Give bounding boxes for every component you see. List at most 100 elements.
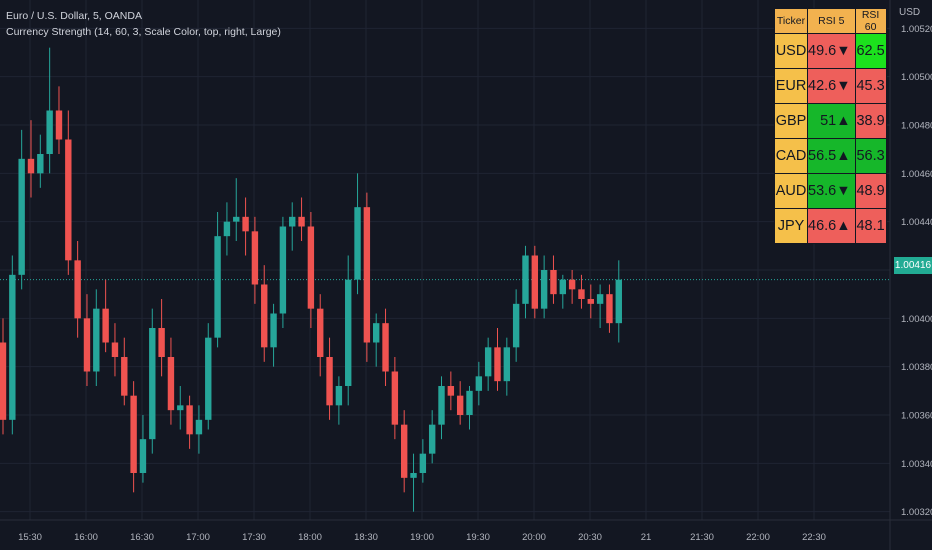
ticker-cell: AUD — [774, 173, 808, 209]
candle-body — [354, 207, 361, 280]
rsi60-cell: 38.9 — [854, 103, 887, 139]
candle-body — [233, 216, 240, 222]
time-tick-label: 22:30 — [802, 532, 826, 543]
candle-body — [130, 395, 137, 473]
candle-body — [578, 289, 585, 299]
candle-body — [298, 216, 305, 227]
time-tick-label: 21:30 — [690, 532, 714, 543]
time-tick-label: 17:30 — [242, 532, 266, 543]
price-tick-label: 1.00440 — [901, 217, 932, 228]
candle-body — [37, 154, 44, 174]
rsi60-cell: 48.9 — [854, 173, 887, 209]
candle-body — [186, 405, 193, 435]
last-price-label: 1.00416 — [894, 257, 932, 274]
candle-body — [326, 357, 333, 406]
candle-body — [55, 110, 63, 140]
candle-body — [391, 371, 399, 425]
rsi5-cell: 51▲ — [807, 103, 856, 139]
candle-body — [559, 279, 566, 295]
table-row: CAD 56.5▲ 56.3 — [774, 138, 887, 174]
price-tick-label: 1.00380 — [901, 362, 932, 373]
price-scale-unit: USD — [899, 7, 921, 18]
ticker-cell: JPY — [774, 208, 808, 244]
candle-body — [251, 231, 259, 285]
candle-body — [512, 303, 520, 348]
time-tick-label: 15:30 — [18, 532, 42, 543]
grid-lines — [0, 0, 890, 520]
candle-body — [484, 347, 492, 377]
price-tick-label: 1.00360 — [901, 411, 932, 422]
candle-body — [382, 323, 389, 372]
rsi60-cell: 48.1 — [854, 208, 887, 244]
candle-body — [419, 453, 427, 473]
ticker-cell: USD — [774, 33, 808, 69]
candle-body — [195, 419, 203, 435]
table-body: USD 49.6▼ 62.5 EUR 42.6▼ 45.3 GBP 51▲ 38.9 CAD 56.… — [774, 33, 887, 244]
candle-body — [568, 279, 576, 290]
candle-body — [615, 279, 622, 324]
candle-body — [363, 207, 371, 343]
rsi5-cell: 42.6▼ — [807, 68, 856, 104]
candle-body — [317, 308, 324, 357]
header-rsi5: RSI 5 — [807, 8, 856, 34]
candle-body — [102, 308, 109, 343]
table-row: EUR 42.6▼ 45.3 — [774, 68, 887, 104]
rsi5-cell: 53.6▼ — [807, 173, 856, 209]
price-tick-label: 1.00520 — [901, 24, 932, 35]
candle-body — [494, 347, 501, 382]
time-axis[interactable]: 15:30 16:00 16:30 17:00 17:30 18:00 18:30 19:00… — [0, 519, 932, 543]
candles — [0, 47, 622, 512]
candle-body — [606, 294, 613, 324]
candle-body — [279, 226, 287, 314]
price-axis[interactable]: 1.00520 1.00500 1.00480 1.00460 1.00440 1.004… — [889, 0, 932, 550]
table-row: AUD 53.6▼ 48.9 — [774, 173, 887, 209]
candle-body — [74, 260, 81, 319]
candle-body — [242, 216, 249, 232]
indicator-title[interactable]: Currency Strength (14, 60, 3, Scale Colo… — [6, 26, 281, 38]
candle-body — [522, 255, 529, 304]
price-tick-label: 1.00480 — [901, 121, 932, 132]
symbol-title[interactable]: Euro / U.S. Dollar, 5, OANDA — [6, 10, 142, 22]
candle-body — [438, 386, 445, 425]
candle-body — [65, 139, 72, 261]
header-rsi60: RSI 60 — [854, 8, 887, 34]
time-tick-label: 20:30 — [578, 532, 602, 543]
time-tick-label: 22:00 — [746, 532, 770, 543]
ticker-cell: GBP — [774, 103, 808, 139]
candle-body — [289, 216, 296, 227]
candle-body — [167, 357, 175, 411]
candle-body — [550, 270, 557, 295]
rsi5-cell: 46.6▲ — [807, 208, 856, 244]
candle-body — [205, 337, 212, 420]
candle-body — [531, 255, 539, 309]
rsi60-cell: 56.3 — [854, 138, 887, 174]
price-tick-label: 1.00340 — [901, 459, 932, 470]
time-tick-label: 16:00 — [74, 532, 98, 543]
candle-body — [9, 274, 16, 420]
candle-body — [307, 226, 315, 309]
candle-body — [18, 158, 25, 275]
candle-body — [447, 386, 455, 396]
table-row: USD 49.6▼ 62.5 — [774, 33, 887, 69]
candle-body — [214, 236, 221, 338]
rsi60-cell: 62.5 — [854, 33, 887, 69]
candle-body — [503, 347, 511, 382]
rsi60-cell: 45.3 — [854, 68, 887, 104]
candle-body — [475, 376, 483, 391]
candle-body — [587, 299, 594, 304]
candle-body — [83, 318, 91, 372]
candle-body — [466, 390, 473, 415]
price-tick-label: 1.00460 — [901, 169, 932, 180]
price-tick-label: 1.00500 — [901, 72, 932, 83]
time-tick-label: 20:00 — [522, 532, 546, 543]
candle-body — [373, 323, 380, 343]
candle-body — [149, 328, 156, 440]
candle-body — [111, 342, 119, 357]
time-tick-label: 17:00 — [186, 532, 210, 543]
candle-body — [410, 473, 417, 478]
time-tick-label: 21 — [641, 532, 652, 543]
candle-body — [121, 357, 128, 396]
time-tick-label: 16:30 — [130, 532, 154, 543]
